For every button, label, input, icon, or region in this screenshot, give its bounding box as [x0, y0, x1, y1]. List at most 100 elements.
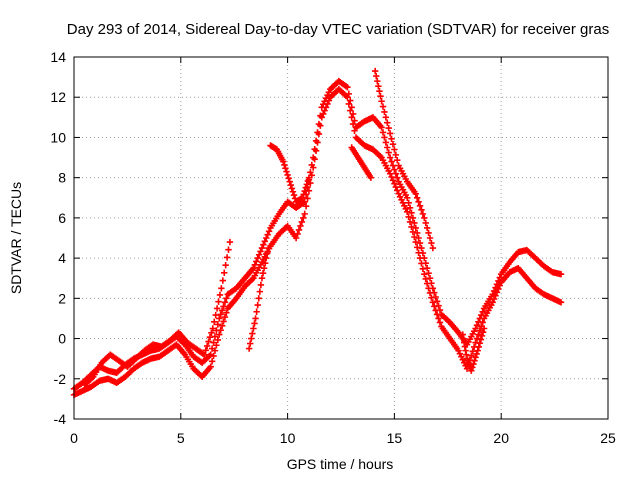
data-point	[253, 258, 260, 265]
data-point	[421, 271, 428, 278]
data-point	[249, 330, 256, 337]
y-tick-label: 6	[58, 210, 66, 226]
data-point	[245, 345, 253, 352]
data-point	[388, 173, 395, 181]
data-point	[493, 289, 501, 296]
data-point	[408, 223, 415, 231]
x-tick-label: 10	[280, 430, 296, 446]
data-point	[428, 239, 435, 247]
data-point	[218, 307, 226, 314]
data-point	[286, 178, 293, 185]
data-point	[429, 244, 437, 252]
data-point	[304, 177, 312, 185]
data-point	[220, 303, 227, 310]
data-point	[260, 241, 267, 248]
axes: 0 5 10 15 20 25 -4 -2 0 2 4 6 8 10 12 14	[50, 49, 616, 446]
data-point	[345, 100, 353, 108]
data-point	[479, 328, 487, 336]
data-point	[475, 343, 482, 351]
x-tick-label: 20	[493, 430, 509, 446]
data-point	[259, 269, 267, 277]
data-point	[415, 249, 422, 256]
data-point	[468, 367, 475, 374]
data-point	[283, 168, 290, 175]
y-tick-label: 2	[58, 290, 66, 306]
data-point	[254, 254, 261, 262]
data-point	[201, 351, 208, 358]
y-tick-label: 10	[50, 129, 66, 145]
data-point	[392, 170, 400, 177]
data-point	[418, 206, 425, 214]
data-point	[381, 134, 388, 141]
data-point	[425, 285, 432, 292]
data-point	[348, 104, 355, 111]
data-point	[415, 234, 422, 242]
data-point	[349, 120, 357, 128]
data-point	[373, 72, 380, 80]
data-point	[214, 336, 222, 344]
data-point	[288, 185, 296, 192]
data-point	[409, 228, 417, 236]
data-point	[392, 151, 400, 159]
data-point	[205, 338, 212, 345]
data-point	[263, 234, 270, 242]
series-2	[70, 85, 565, 399]
data-point	[391, 146, 398, 153]
data-point	[211, 318, 218, 325]
data-point	[479, 308, 486, 315]
data-point	[265, 244, 272, 252]
data-point	[473, 335, 481, 342]
data-point	[302, 202, 310, 210]
data-point	[415, 198, 422, 205]
data-point	[265, 228, 273, 235]
data-point	[287, 181, 295, 189]
data-point	[247, 340, 254, 347]
data-point	[290, 191, 298, 199]
data-point	[418, 260, 425, 267]
data-point	[294, 230, 301, 238]
data-point	[209, 325, 217, 332]
chart-title: Day 293 of 2014, Sidereal Day-to-day VTE…	[67, 21, 609, 38]
data-point	[317, 122, 324, 129]
data-point	[217, 326, 224, 334]
data-point	[311, 156, 318, 163]
x-tick-label: 0	[70, 430, 78, 446]
data-point	[374, 77, 381, 85]
data-point	[325, 97, 333, 104]
data-point	[425, 269, 432, 277]
data-point	[344, 83, 351, 91]
y-tick-label: 0	[58, 331, 66, 347]
data-point	[431, 303, 438, 310]
data-point	[391, 180, 398, 187]
data-point	[264, 231, 271, 238]
data-point	[423, 280, 431, 287]
data-point	[281, 161, 288, 169]
data-point	[391, 166, 398, 173]
series-3	[81, 238, 234, 389]
data-point	[382, 139, 390, 146]
data-point	[489, 299, 496, 306]
data-point	[221, 299, 229, 306]
data-point	[251, 320, 258, 327]
data-point	[221, 269, 228, 277]
data-point	[496, 282, 503, 289]
data-point	[216, 315, 223, 322]
data-point	[413, 194, 421, 201]
data-point	[220, 318, 227, 325]
data-point	[388, 135, 395, 142]
data-point	[421, 214, 428, 222]
data-point	[473, 350, 480, 358]
data-point	[349, 110, 357, 118]
data-point	[351, 127, 358, 134]
data-point	[210, 352, 217, 360]
data-point	[295, 226, 303, 234]
data-point	[261, 238, 269, 245]
data-point	[214, 321, 222, 328]
data-point	[211, 347, 219, 354]
y-tick-label: -2	[54, 371, 67, 387]
data-point	[419, 210, 427, 218]
data-point	[258, 244, 266, 252]
data-point	[379, 129, 387, 136]
